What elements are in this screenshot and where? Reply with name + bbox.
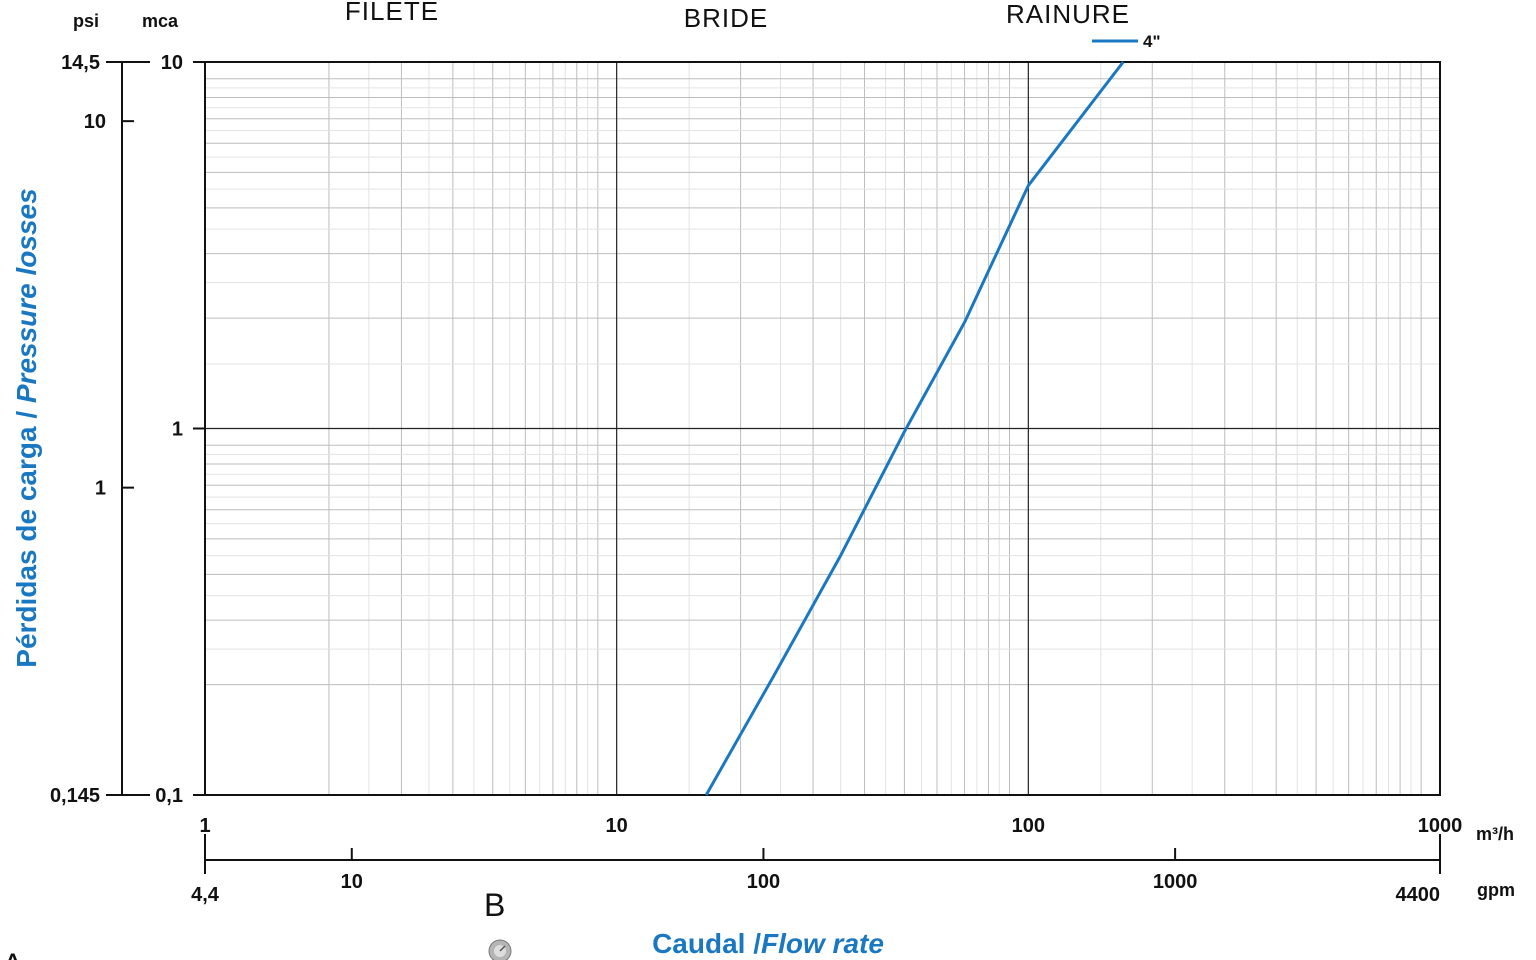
legend-label-4in: 4" <box>1143 32 1161 51</box>
axes <box>106 61 1441 874</box>
x-primary-tick-label: 1000 <box>1418 815 1463 837</box>
x-primary-tick-label: 1 <box>199 815 210 837</box>
x-axis-title: Caudal /Flow rate <box>652 928 884 959</box>
y-axis-title: Pérdidas de carga / Pressure losses <box>11 188 42 667</box>
header-filete: FILETE <box>345 0 439 26</box>
y-primary-tick-label: 10 <box>161 52 183 74</box>
x-primary-unit-label: m³/h <box>1476 824 1514 844</box>
x-secondary-tick-label: 4400 <box>1396 884 1441 906</box>
y-primary-unit-label: mca <box>142 11 179 31</box>
y-primary-tick-label: 0,1 <box>155 785 183 807</box>
x-primary-tick-label: 10 <box>606 815 628 837</box>
y-secondary-tick-label: 10 <box>84 111 106 133</box>
marker-b: B <box>484 887 505 923</box>
x-secondary-tick-label: 1000 <box>1153 871 1198 893</box>
y-axis-title-italic: Pressure losses <box>11 188 42 403</box>
x-secondary-tick-label: 10 <box>341 871 363 893</box>
y-primary-tick-label: 1 <box>172 419 183 441</box>
y-secondary-tick-label: 0,145 <box>50 785 100 807</box>
series-line-4in <box>704 61 1125 796</box>
y-secondary-unit-label: psi <box>73 11 99 31</box>
x-secondary-tick-label: 100 <box>747 871 780 893</box>
gauge-icon <box>488 939 512 960</box>
y-secondary-tick-label: 14,5 <box>61 52 100 74</box>
x-axis-title-normal: Caudal / <box>652 928 761 959</box>
y-secondary-tick-label: 1 <box>95 478 106 500</box>
x-secondary-unit-label: gpm <box>1477 880 1515 900</box>
header-bride: BRIDE <box>684 3 768 33</box>
series-layer <box>704 61 1125 796</box>
header-rainure: RAINURE <box>1006 0 1130 29</box>
marker-a: A <box>2 947 24 960</box>
tick-labels: 0,145 1 10 14,5 0,1 1 10 1 10 100 1000 4,4 10 100 1000… <box>50 52 1462 906</box>
x-secondary-tick-label: 4,4 <box>191 884 220 906</box>
y-axis-title-normal: Pérdidas de carga / <box>11 403 42 668</box>
legend: 4" <box>1092 32 1161 51</box>
x-primary-tick-label: 100 <box>1012 815 1045 837</box>
x-axis-title-italic: Flow rate <box>761 928 884 959</box>
